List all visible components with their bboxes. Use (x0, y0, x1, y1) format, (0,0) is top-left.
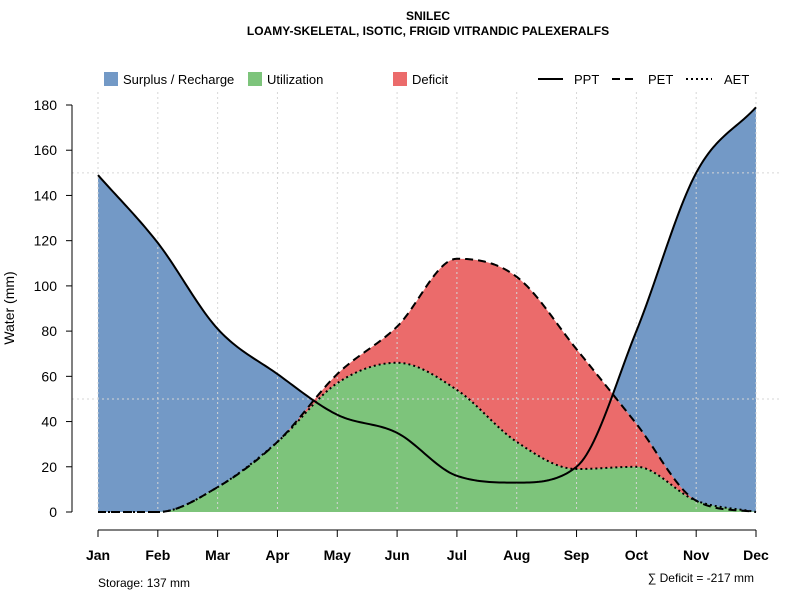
y-tick-label: 180 (34, 97, 58, 113)
series-line-aet (98, 361, 757, 513)
legend-label-deficit: Deficit (412, 72, 449, 87)
x-tick-label: Feb (145, 547, 170, 563)
legend-label-utilization: Utilization (267, 72, 323, 87)
y-tick-label: 40 (41, 414, 57, 430)
y-tick-label: 140 (34, 187, 58, 203)
y-tick-label: 20 (41, 459, 57, 475)
x-tick-label: Apr (265, 547, 290, 563)
chart-title: SNILEC (406, 9, 450, 23)
x-tick-label: Oct (625, 547, 649, 563)
legend-label-surplus: Surplus / Recharge (123, 72, 234, 87)
legend: Surplus / Recharge Utilization Deficit P… (104, 72, 749, 87)
deficit-note: ∑ Deficit = -217 mm (648, 571, 754, 585)
series-line-ppt (97, 106, 757, 484)
y-tick-label: 0 (49, 504, 57, 520)
legend-label-pet: PET (648, 72, 673, 87)
y-tick-label: 160 (34, 142, 58, 158)
series-line-pet (98, 257, 757, 513)
legend-label-ppt: PPT (574, 72, 599, 87)
x-tick-label: Dec (743, 547, 769, 563)
x-tick-label: Sep (564, 547, 590, 563)
legend-swatch-deficit (393, 72, 407, 86)
legend-swatch-utilization (248, 72, 262, 86)
utilization-area (98, 362, 756, 512)
x-tick-label: May (324, 547, 351, 563)
x-tick-label: Jun (385, 547, 410, 563)
x-tick-label: Aug (503, 547, 530, 563)
y-tick-label: 60 (41, 368, 57, 384)
legend-swatch-surplus (104, 72, 118, 86)
series-lines (97, 106, 757, 513)
y-tick-label: 100 (34, 278, 58, 294)
legend-label-aet: AET (724, 72, 749, 87)
storage-note: Storage: 137 mm (98, 576, 190, 590)
deficit-area (98, 258, 756, 512)
chart-subtitle: LOAMY-SKELETAL, ISOTIC, FRIGID VITRANDIC… (247, 24, 609, 38)
x-tick-label: Jan (86, 547, 110, 563)
area-fills (98, 107, 756, 512)
axes: 0 20 40 60 80 100 120 140 160 180 Jan Feb Mar Apr May J… (34, 97, 769, 563)
y-tick-label: 80 (41, 323, 57, 339)
surplus-area (98, 107, 756, 512)
y-tick-label: 120 (34, 233, 58, 249)
x-tick-label: Nov (683, 547, 710, 563)
x-tick-label: Jul (447, 547, 467, 563)
y-axis-label: Water (mm) (1, 271, 17, 344)
x-tick-label: Mar (205, 547, 230, 563)
